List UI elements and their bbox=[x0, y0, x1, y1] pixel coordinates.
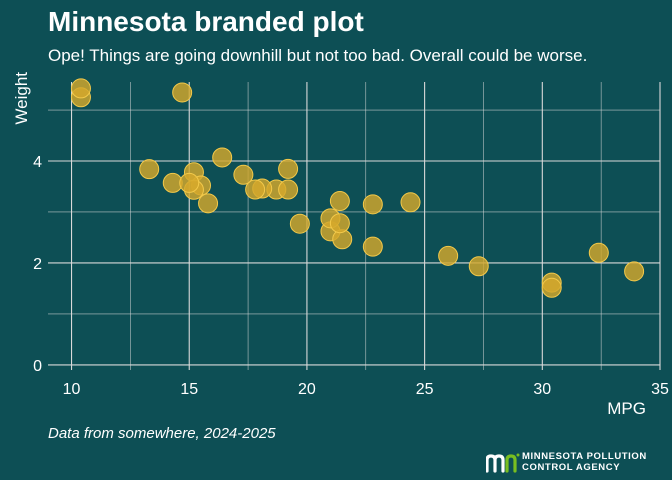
data-point bbox=[233, 164, 254, 185]
data-point bbox=[245, 179, 266, 200]
chart-caption: Data from somewhere, 2024-2025 bbox=[48, 425, 276, 442]
chart-subtitle: Ope! Things are going downhill but not t… bbox=[48, 46, 588, 65]
data-point bbox=[289, 213, 310, 234]
y-axis-label: Weight bbox=[12, 72, 31, 125]
data-point bbox=[212, 147, 233, 168]
grid-minor-lines bbox=[48, 82, 660, 370]
data-point bbox=[70, 78, 91, 99]
y-axis-ticks: 0 2 4 bbox=[33, 154, 42, 375]
data-point bbox=[624, 261, 645, 282]
x-tick-label: 35 bbox=[651, 381, 669, 398]
y-tick-label: 2 bbox=[33, 256, 42, 273]
data-point bbox=[278, 158, 299, 179]
data-point bbox=[179, 172, 200, 193]
data-point bbox=[468, 256, 489, 277]
data-point bbox=[588, 242, 609, 263]
y-tick-label: 4 bbox=[33, 154, 42, 171]
data-points bbox=[70, 78, 645, 298]
data-point bbox=[362, 236, 383, 257]
mpca-logo: MINNESOTA POLLUTION CONTROL AGENCY bbox=[486, 450, 666, 474]
x-axis-label: MPG bbox=[607, 399, 646, 418]
data-point bbox=[329, 213, 350, 234]
data-point bbox=[400, 192, 421, 213]
data-point bbox=[362, 194, 383, 215]
data-point bbox=[198, 193, 219, 214]
grid-major-lines bbox=[48, 82, 661, 370]
data-point bbox=[438, 245, 459, 266]
logo-line-2: CONTROL AGENCY bbox=[522, 462, 621, 473]
data-point bbox=[329, 191, 350, 212]
chart-title: Minnesota branded plot bbox=[48, 6, 364, 37]
data-point bbox=[172, 82, 193, 103]
y-tick-label: 0 bbox=[33, 358, 42, 375]
x-tick-label: 20 bbox=[298, 381, 316, 398]
x-tick-label: 10 bbox=[63, 381, 81, 398]
logo-line-1: MINNESOTA POLLUTION bbox=[522, 451, 647, 462]
data-point bbox=[541, 277, 562, 298]
data-point bbox=[278, 179, 299, 200]
data-point bbox=[139, 159, 160, 180]
mn-logo-icon bbox=[486, 453, 520, 473]
x-tick-label: 25 bbox=[416, 381, 434, 398]
x-axis-ticks: 10 15 20 25 30 35 bbox=[63, 381, 669, 398]
x-tick-label: 30 bbox=[533, 381, 551, 398]
x-tick-label: 15 bbox=[180, 381, 198, 398]
